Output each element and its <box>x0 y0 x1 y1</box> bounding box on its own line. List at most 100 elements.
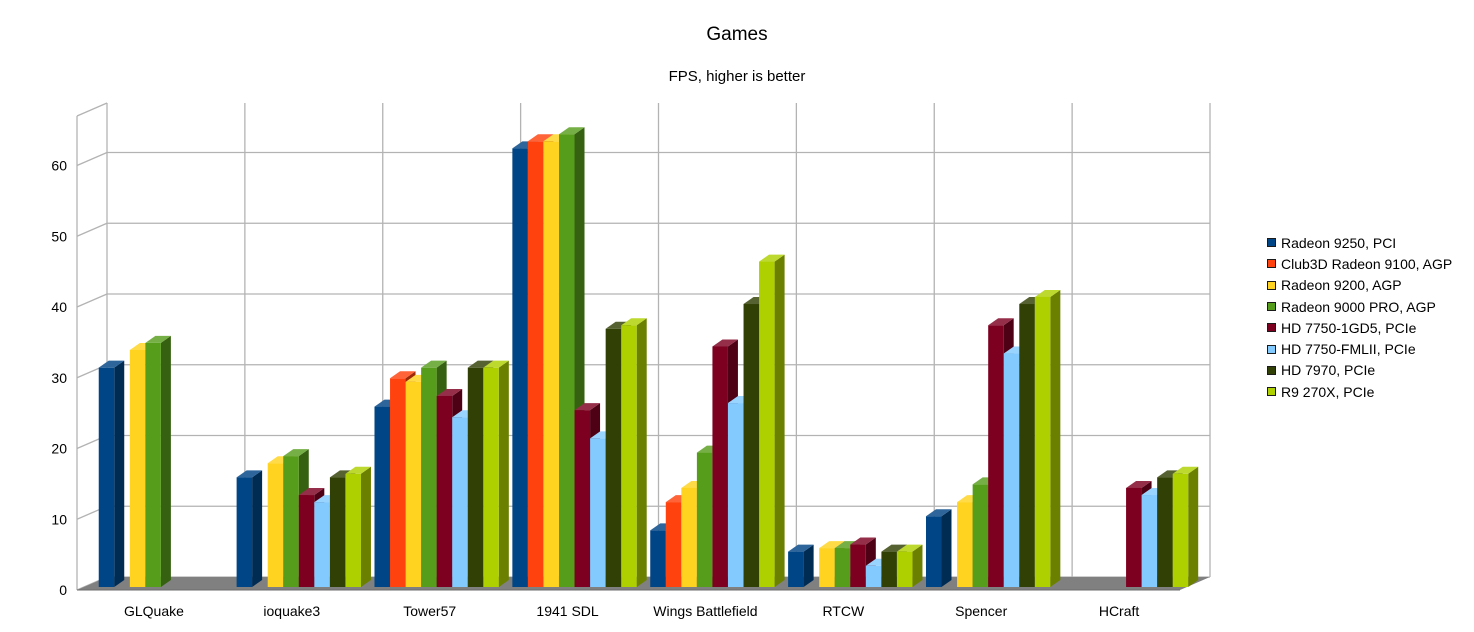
bar-front <box>329 477 346 587</box>
bar-front <box>850 544 866 587</box>
legend-label: Radeon 9200, AGP <box>1281 277 1402 294</box>
bar-top <box>527 134 554 142</box>
bar-top <box>145 335 171 343</box>
bar <box>145 335 171 587</box>
bar-front <box>759 261 775 587</box>
legend-swatch <box>1267 323 1276 333</box>
bar-front <box>819 548 835 587</box>
bar-front <box>467 367 484 587</box>
bar-top <box>298 488 325 496</box>
bar <box>236 470 263 587</box>
side-wall-top <box>76 102 108 117</box>
bar-front <box>972 484 989 587</box>
bar <box>759 254 785 587</box>
legend-item: HD 7970, PCIe <box>1267 360 1452 381</box>
y-tick-label: 30 <box>51 370 67 386</box>
legend: Radeon 9250, PCI Club3D Radeon 9100, AGP R… <box>1267 232 1452 402</box>
legend-item: HD 7750-FMLII, PCIe <box>1267 338 1452 359</box>
bar-top <box>436 388 463 396</box>
bar-top <box>390 371 416 379</box>
bar-front <box>881 551 897 587</box>
legend-swatch <box>1267 259 1276 269</box>
bar-front <box>743 304 760 587</box>
x-tick-label: RTCW <box>822 603 865 619</box>
bar-top <box>345 466 371 474</box>
bar-top <box>850 537 876 545</box>
legend-label: HD 7750-FMLII, PCIe <box>1281 341 1416 358</box>
bar-top <box>236 470 263 478</box>
bar-front <box>405 381 422 587</box>
bar-front <box>590 438 606 587</box>
bar-front <box>283 456 299 587</box>
y-tick-label: 60 <box>51 158 67 174</box>
bar-top <box>1126 480 1152 488</box>
bar-top <box>483 360 509 368</box>
legend-item: Radeon 9000 PRO, AGP <box>1267 296 1452 317</box>
bar <box>896 544 923 587</box>
bar-top <box>574 403 601 411</box>
bar <box>1172 466 1199 587</box>
legend-label: R9 270X, PCIe <box>1281 383 1375 400</box>
x-tick-label: ioquake3 <box>263 603 320 619</box>
y-axis: 0 10 20 30 40 50 60 <box>51 158 67 598</box>
chart-subtitle: FPS, higher is better <box>668 68 806 85</box>
chart-title: Games <box>706 24 768 45</box>
x-tick-label: Wings Battlefield <box>653 603 757 619</box>
legend-label: Radeon 9250, PCI <box>1281 234 1397 251</box>
legend-swatch <box>1267 387 1276 397</box>
bar-front <box>865 565 882 587</box>
legend-swatch <box>1267 280 1276 290</box>
legend-swatch <box>1267 365 1276 375</box>
bar-front <box>1157 477 1173 587</box>
bar <box>483 360 509 587</box>
bar-side <box>498 360 509 587</box>
x-tick-label: Tower57 <box>403 603 456 619</box>
bar-front <box>1003 353 1020 587</box>
bar-front <box>421 367 437 587</box>
bar-front <box>665 502 682 587</box>
y-tick-label: 0 <box>59 582 67 598</box>
bar-front <box>129 350 146 587</box>
legend-swatch <box>1267 302 1276 312</box>
bar-front <box>1034 296 1051 587</box>
bar-side <box>1188 466 1199 587</box>
bar-top <box>98 360 125 368</box>
y-tick-label: 50 <box>51 228 67 244</box>
legend-item: HD 7750-1GD5, PCIe <box>1267 317 1452 338</box>
bar-front <box>650 530 666 587</box>
bar-front <box>788 551 804 587</box>
bar-front <box>988 325 1004 587</box>
bar-side <box>1050 289 1061 587</box>
gridline-side <box>76 222 108 237</box>
bar-front <box>605 328 622 587</box>
bar-front <box>527 141 544 587</box>
bar-front <box>452 417 468 587</box>
bar-top <box>559 127 585 135</box>
bar-top <box>421 360 447 368</box>
bar <box>1034 289 1061 587</box>
bar-top <box>988 318 1014 326</box>
bar-front <box>98 367 115 587</box>
legend-item: Radeon 9250, PCI <box>1267 232 1452 253</box>
bar-front <box>314 502 330 587</box>
bar-front <box>925 516 942 587</box>
bar-front <box>374 406 390 587</box>
bar-top <box>788 544 814 552</box>
bar-side <box>941 509 952 587</box>
bar-side <box>160 335 171 587</box>
bar-front <box>436 395 453 587</box>
bar-top <box>712 339 738 347</box>
bar-front <box>574 410 591 587</box>
y-tick-label: 20 <box>51 441 67 457</box>
bar-front <box>834 548 851 587</box>
bar-front <box>696 452 713 587</box>
legend-label: HD 7750-1GD5, PCIe <box>1281 319 1417 336</box>
gridline-side <box>76 293 108 308</box>
bar-front <box>145 342 161 587</box>
legend-swatch <box>1267 238 1276 248</box>
bar-top <box>896 544 923 552</box>
legend-swatch <box>1267 344 1276 354</box>
bar-front <box>390 378 406 587</box>
gridline-side <box>76 151 108 167</box>
bar-front <box>543 141 559 587</box>
